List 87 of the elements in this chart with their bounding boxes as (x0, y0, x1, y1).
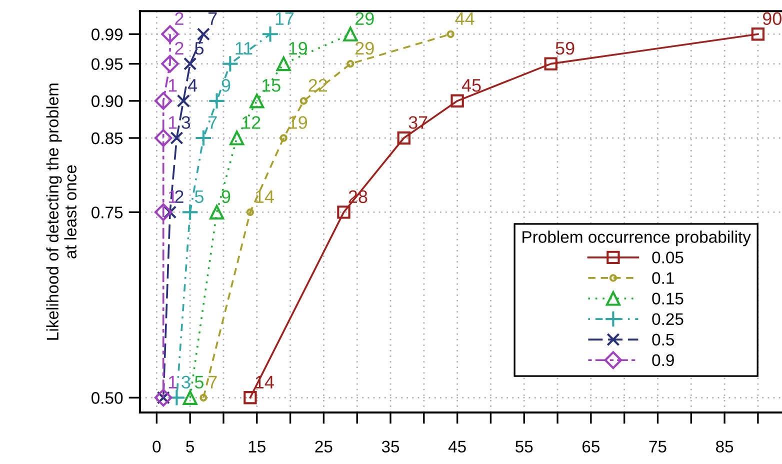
x-tick-label: 35 (382, 440, 400, 453)
point (262, 25, 279, 43)
annotation: 9 (222, 78, 230, 92)
y-tick-label: 0.95 (92, 58, 123, 70)
x-tick-label: 25 (315, 440, 332, 453)
y-axis-title: Likelihood of detecting the problem at least once (46, 84, 76, 340)
annotation: 1 (168, 116, 177, 129)
point (244, 391, 257, 404)
x-tick-label: 55 (516, 440, 533, 453)
x-tick-label: 45 (448, 440, 466, 453)
legend-label: 0.05 (652, 252, 684, 264)
point (170, 131, 184, 145)
annotation: 1 (168, 190, 177, 203)
y-tick-label: 0.99 (92, 28, 123, 40)
annotation: 45 (462, 79, 481, 92)
point (343, 26, 358, 42)
annotation: 9 (222, 190, 230, 204)
point (208, 92, 226, 110)
point (181, 204, 199, 221)
point (176, 94, 190, 108)
point (346, 60, 354, 68)
legend-label: 0.1 (652, 272, 674, 284)
annotation: 17 (276, 12, 294, 25)
point (200, 394, 208, 402)
annotation: 90 (762, 12, 782, 26)
annotation: 44 (455, 12, 474, 25)
point (280, 134, 288, 142)
x-tick-label: 75 (649, 440, 666, 453)
y-tick-label: 0.75 (92, 206, 123, 218)
y-tick-label: 0.90 (92, 95, 123, 108)
annotation: 29 (355, 42, 374, 55)
point (161, 54, 179, 73)
point (154, 92, 172, 110)
point (751, 28, 765, 41)
annotation: 5 (194, 190, 204, 204)
point (168, 388, 186, 406)
y-tick-label: 0.50 (92, 392, 123, 404)
point (450, 94, 464, 108)
annotation: 2 (175, 190, 184, 203)
point (446, 30, 454, 38)
point (246, 208, 254, 216)
annotation: 15 (262, 79, 280, 92)
annotation: 14 (256, 190, 274, 203)
x-tick-label: 0 (152, 440, 161, 453)
annotation: 29 (355, 12, 374, 26)
annotation: 3 (182, 116, 190, 129)
annotation: 3 (182, 376, 190, 389)
y-tick-label: 0.85 (92, 132, 123, 144)
point (221, 55, 239, 72)
point (300, 97, 308, 105)
point (210, 204, 224, 220)
legend-title: Problem occurrence probability (522, 230, 751, 246)
annotation: 59 (556, 42, 574, 55)
annotation: 11 (236, 42, 252, 55)
annotation: 7 (208, 12, 217, 25)
annotation: 7 (208, 116, 217, 129)
annotation: 12 (242, 116, 260, 129)
point (196, 28, 210, 41)
point (194, 129, 212, 147)
annotation: 5 (194, 376, 204, 389)
x-tick-label: 65 (582, 440, 600, 453)
point (544, 57, 558, 70)
point (183, 57, 197, 70)
legend-label: 0.5 (652, 334, 674, 346)
annotation: 1 (168, 376, 177, 388)
annotation: 4 (188, 79, 198, 92)
x-tick-label: 5 (186, 440, 194, 453)
legend-label: 0.15 (652, 292, 684, 304)
annotation: 2 (175, 42, 184, 55)
annotation: 7 (208, 376, 217, 388)
annotation: 1 (168, 79, 177, 92)
legend-label: 0.25 (652, 313, 684, 326)
point (154, 203, 172, 222)
point (397, 131, 410, 145)
point (182, 390, 198, 405)
point (154, 129, 172, 147)
annotation: 37 (408, 116, 428, 129)
x-tick-label: 15 (248, 440, 266, 453)
point (276, 56, 291, 72)
point (250, 94, 264, 108)
annotation: 19 (289, 42, 308, 55)
annotation: 2 (175, 12, 184, 25)
point (161, 25, 179, 44)
point (230, 130, 244, 146)
point (337, 206, 350, 219)
x-tick-label: 85 (716, 440, 734, 453)
legend-label: 0.9 (652, 354, 674, 366)
